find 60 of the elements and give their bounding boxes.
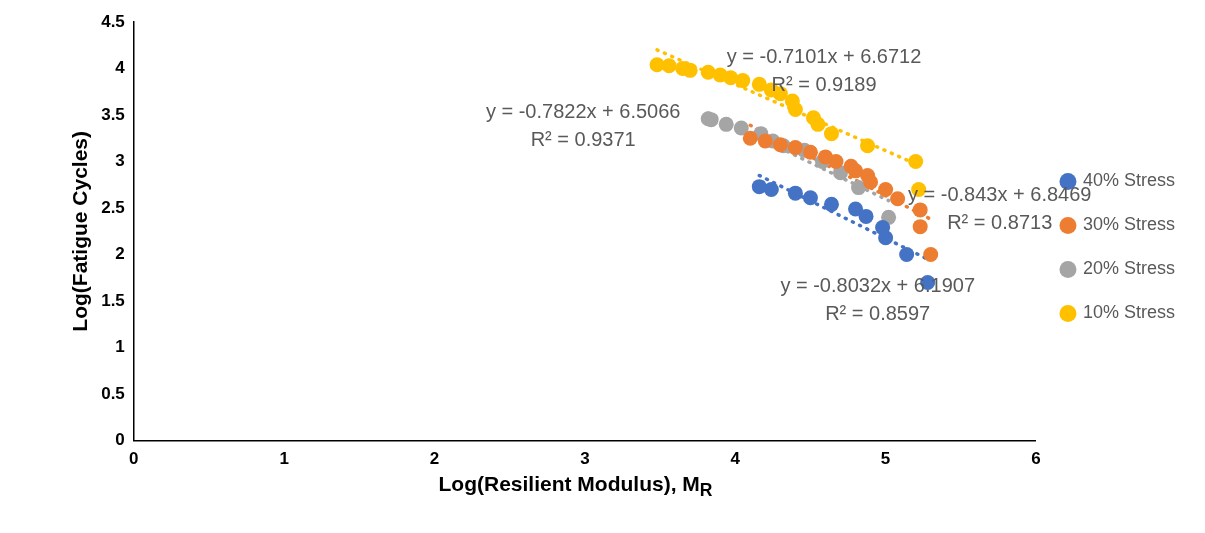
point: [858, 208, 874, 224]
point: [751, 76, 767, 92]
point: [823, 126, 839, 142]
x-tick-label: 3: [580, 449, 590, 469]
point: [763, 181, 779, 197]
y-tick-label: 0: [115, 430, 125, 450]
y-tick-label: 3: [115, 151, 125, 171]
x-tick-label: 2: [429, 449, 440, 469]
point: [848, 163, 864, 179]
point: [890, 191, 906, 207]
point: [912, 219, 928, 235]
point: [810, 116, 826, 132]
point: [851, 180, 867, 196]
point: [718, 116, 734, 132]
y-tick-label: 4: [115, 58, 126, 78]
point: [757, 133, 773, 149]
y-tick-label: 4.5: [101, 11, 125, 31]
point: [823, 196, 839, 212]
x-tick-label: 5: [880, 449, 891, 469]
annotation: y = -0.7822x + 6.5066: [485, 99, 681, 122]
point: [863, 174, 879, 190]
y-tick-label: 0.5: [101, 383, 125, 403]
point: [682, 62, 698, 78]
legend-label: 20% Stress: [1082, 258, 1176, 279]
annotation: R² = 0.9371: [530, 127, 636, 150]
legend-label: 10% Stress: [1082, 302, 1176, 323]
point: [848, 201, 864, 217]
x-tick-label: 0: [129, 449, 139, 469]
x-tick-label: 1: [279, 449, 289, 469]
point: [733, 120, 749, 136]
y-tick-label: 3.5: [101, 104, 125, 124]
x-tick-label: 4: [730, 449, 741, 469]
point: [787, 140, 803, 156]
annotation: y = -0.7101x + 6.6712: [726, 45, 922, 68]
annotation: R² = 0.8713: [947, 210, 1053, 233]
point: [751, 179, 767, 195]
x-axis-title: Log(Resilient Modulus), M$_{R}$: [437, 472, 714, 502]
y-tick-label: 2.5: [101, 197, 125, 217]
point: [742, 130, 758, 146]
point: [860, 138, 876, 154]
y-tick-label: 2: [115, 244, 125, 264]
point: [787, 185, 803, 201]
point: [908, 154, 924, 170]
point: [828, 154, 844, 170]
point: [723, 70, 739, 86]
point: [878, 230, 894, 246]
point: [661, 58, 677, 74]
y-tick-label: 1.5: [101, 290, 125, 310]
y-tick-label: 1: [115, 337, 125, 357]
x-tick-label: 6: [1031, 449, 1041, 469]
point: [787, 101, 803, 117]
point: [878, 181, 894, 197]
point: [802, 144, 818, 160]
point: [802, 190, 818, 206]
legend-label: 30% Stress: [1082, 214, 1176, 235]
y-axis-title: Log(Fatigue Cycles): [68, 130, 92, 332]
point: [899, 247, 915, 263]
point: [735, 73, 751, 89]
point: [923, 247, 939, 263]
annotation: R² = 0.8597: [825, 301, 931, 324]
